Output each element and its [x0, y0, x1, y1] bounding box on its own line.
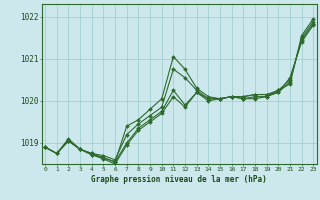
- X-axis label: Graphe pression niveau de la mer (hPa): Graphe pression niveau de la mer (hPa): [91, 175, 267, 184]
